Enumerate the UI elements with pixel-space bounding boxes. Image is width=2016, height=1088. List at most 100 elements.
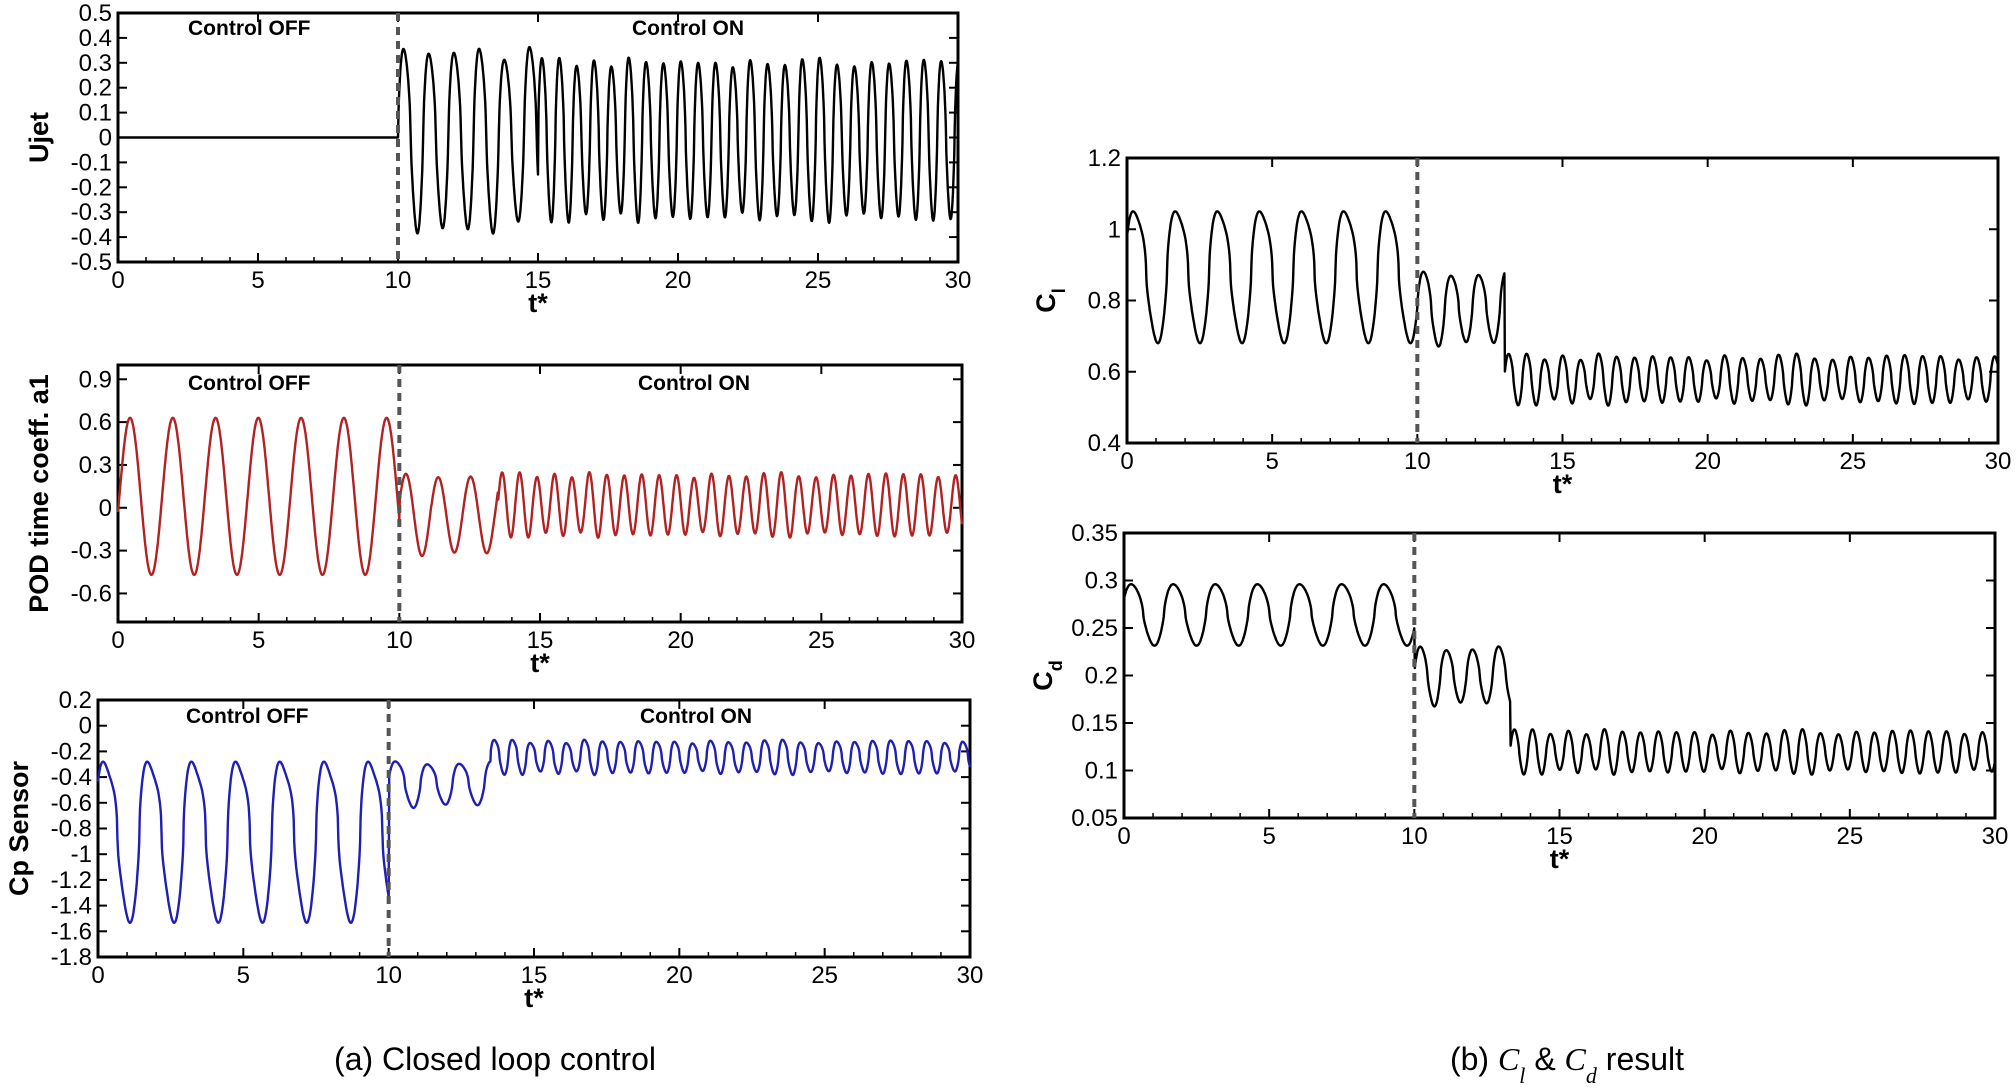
- annotation-control-off: Control OFF: [186, 705, 309, 728]
- x-tick-label: 15: [521, 962, 548, 989]
- x-tick-label: 5: [237, 962, 250, 989]
- caption-b-amp: &: [1525, 1041, 1564, 1077]
- series-line-cp: [96, 738, 972, 924]
- caption-b-cd-sub: d: [1586, 1063, 1598, 1088]
- y-tick-label: 0: [99, 495, 112, 522]
- y-axis-label: Ujet: [24, 112, 54, 163]
- x-tick-label: 30: [945, 267, 972, 294]
- chart-cd: 0 5 10 15 20 25 30 0.35 0.3 0.25 0.2 0.15 0.1 0.05 t* C…: [1028, 520, 2008, 874]
- y-tick-label: 0.4: [1088, 430, 1121, 457]
- x-tick-label: 0: [1117, 823, 1130, 850]
- caption-a: (a) Closed loop control: [334, 1041, 656, 1077]
- y-tick-label: -0.2: [71, 174, 112, 201]
- y-tick-label: -1.8: [51, 944, 92, 971]
- x-tick-label: 15: [527, 627, 554, 654]
- y-tick-label: 0.2: [59, 687, 92, 714]
- y-tick-label: 0.35: [1071, 520, 1118, 547]
- y-tick-label: -0.5: [71, 249, 112, 276]
- y-tick-label: 0.2: [1085, 663, 1118, 690]
- annotation-control-on: Control ON: [640, 705, 752, 728]
- x-tick-label: 30: [1982, 823, 2009, 850]
- plot-frame: [1125, 156, 2000, 445]
- x-axis-label: t*: [530, 648, 550, 678]
- caption-b-cl-main: C: [1498, 1041, 1520, 1077]
- chart-cl: 0 5 10 15 20 25 30 1.2 1 0.8 0.6 0.4 t* Cl: [1031, 145, 2011, 499]
- x-tick-label: 15: [1549, 448, 1576, 475]
- y-tick-label: -0.1: [71, 149, 112, 176]
- x-tick-label: 20: [666, 962, 693, 989]
- y-tick-label: 0.6: [79, 409, 112, 436]
- annotation-control-off: Control OFF: [188, 17, 311, 40]
- x-tick-label: 20: [667, 627, 694, 654]
- y-tick-label: -0.3: [71, 538, 112, 565]
- y-tick-label: 1.2: [1088, 145, 1121, 172]
- x-tick-label: 25: [808, 627, 835, 654]
- y-axis-label-sub: d: [1046, 660, 1066, 671]
- x-tick-label: 20: [1694, 448, 1721, 475]
- y-tick-label: -1: [71, 841, 92, 868]
- x-tick-label: 20: [665, 267, 692, 294]
- y-axis-label: POD time coeff. a1: [24, 374, 54, 613]
- series-line-cl: [1125, 210, 2000, 407]
- y-tick-label: 0: [79, 713, 92, 740]
- y-tick-label: -0.6: [51, 790, 92, 817]
- y-axis-label: Cd: [1028, 660, 1066, 691]
- x-tick-label: 10: [386, 627, 413, 654]
- y-tick-label: -1.6: [51, 918, 92, 945]
- y-tick-label: 0.25: [1071, 615, 1118, 642]
- series-line-a1: [116, 416, 964, 577]
- x-axis-label: t*: [524, 983, 544, 1013]
- annotation-control-on: Control ON: [632, 17, 744, 40]
- y-axis-label: Cp Sensor: [4, 760, 34, 896]
- x-tick-label: 5: [252, 627, 265, 654]
- y-tick-label: 0.3: [79, 50, 112, 77]
- x-tick-label: 10: [1404, 448, 1431, 475]
- y-tick-label: -0.3: [71, 199, 112, 226]
- y-tick-label: 0.1: [1085, 758, 1118, 785]
- chart-cp-sensor: 0 5 10 15 20 25 300.20-0.2-0.4-0.6-0.8-1-1.2-1…: [4, 687, 983, 1013]
- x-axis-label: t*: [1550, 844, 1570, 874]
- y-tick-label: -0.4: [51, 764, 92, 791]
- series-line-cd: [1122, 583, 1997, 776]
- y-tick-label: -0.8: [51, 816, 92, 843]
- x-tick-label: 25: [811, 962, 838, 989]
- annotation-control-on: Control ON: [638, 372, 750, 395]
- y-tick-label: 0.9: [79, 366, 112, 393]
- x-tick-label: 25: [805, 267, 832, 294]
- x-tick-label: 10: [385, 267, 412, 294]
- x-tick-label: 0: [91, 962, 104, 989]
- y-tick-label: 0.8: [1088, 288, 1121, 315]
- y-tick-label: 0.1: [79, 100, 112, 127]
- y-tick-label: 0.3: [1085, 568, 1118, 595]
- x-tick-label: 0: [1120, 448, 1133, 475]
- y-axis-label-main: C: [1031, 293, 1061, 313]
- chart-pod-a1: 0 5 10 15 20 25 30 0.9 0.6 0.3 0 -0.3 -0.6 t* POD time…: [24, 363, 975, 678]
- caption-b-cd-main: C: [1565, 1041, 1587, 1077]
- chart-ujet: 0 5 10 15 20 25 300.50.40.30.20.10-0.1-0.2-0.3…: [24, 0, 971, 318]
- x-tick-label: 5: [251, 267, 264, 294]
- x-tick-label: 30: [957, 962, 984, 989]
- x-tick-label: 20: [1691, 823, 1718, 850]
- y-tick-label: 1: [1108, 216, 1121, 243]
- y-tick-label: 0.3: [79, 452, 112, 479]
- caption-b-suffix: result: [1597, 1041, 1684, 1077]
- x-tick-label: 25: [1839, 448, 1866, 475]
- x-tick-label: 0: [111, 627, 124, 654]
- y-tick-label: -1.2: [51, 867, 92, 894]
- y-tick-label: 0.15: [1071, 710, 1118, 737]
- y-axis-label: Cl: [1031, 288, 1069, 313]
- series-line-ujet: [117, 45, 960, 235]
- y-tick-label: 0.2: [79, 75, 112, 102]
- x-tick-label: 5: [1262, 823, 1275, 850]
- x-tick-label: 15: [525, 267, 552, 294]
- y-tick-label: 0.6: [1088, 359, 1121, 386]
- y-axis-label-sub: l: [1049, 288, 1069, 293]
- caption-b: (b) Cl & Cd result: [1450, 1041, 1684, 1088]
- x-tick-label: 10: [375, 962, 402, 989]
- x-tick-label: 30: [1985, 448, 2012, 475]
- x-axis-label: t*: [1553, 469, 1573, 499]
- x-tick-label: 15: [1546, 823, 1573, 850]
- y-tick-label: -1.4: [51, 893, 92, 920]
- y-tick-label: -0.2: [51, 738, 92, 765]
